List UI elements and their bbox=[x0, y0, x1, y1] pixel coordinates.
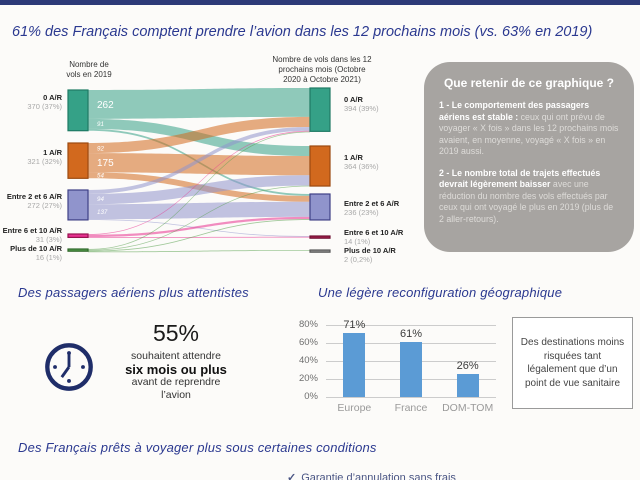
y-axis-tick: 0% bbox=[304, 391, 318, 402]
bar-chart: 80% 60% 40% 20% 0% 71% Europe 61% France 26% DOM-T… bbox=[290, 312, 505, 414]
sankey-node-right-2 bbox=[309, 193, 331, 221]
sankey-left-axis-title: Nombre de vols en 2019 bbox=[66, 60, 112, 79]
sankey-flow bbox=[88, 201, 310, 220]
sankey-node-left-0 bbox=[67, 89, 89, 132]
waiting-stat: 55% souhaitent attendre six mois ou plus… bbox=[96, 320, 256, 402]
bar-value-label: 61% bbox=[399, 328, 423, 341]
check-icon: ✓ bbox=[287, 472, 297, 480]
insight-title: Que retenir de ce graphique ? bbox=[443, 76, 615, 90]
sankey-diagram: 262 91 92 175 54 94 137 bbox=[67, 87, 331, 253]
bar-europe bbox=[343, 333, 366, 397]
sankey-right-axis-title: Nombre de vols dans les 12 prochains moi… bbox=[272, 55, 372, 84]
y-axis-tick: 20% bbox=[298, 373, 318, 384]
section-title-conditions: Des Français prêts à voyager plus sous c… bbox=[18, 440, 377, 455]
sankey-flow bbox=[88, 153, 310, 176]
sankey-left-label-0: 0 A/R 370 (37%) bbox=[27, 93, 62, 111]
insight-callout: Que retenir de ce graphique ? 1 - Le com… bbox=[424, 62, 634, 252]
sankey-node-left-3 bbox=[67, 233, 89, 239]
page-title: 61% des Français comptent prendre l’avio… bbox=[12, 24, 593, 40]
stat-55-percent: 55% bbox=[152, 320, 200, 346]
sankey-flow-label: 175 bbox=[97, 158, 114, 169]
y-axis-tick: 40% bbox=[298, 355, 318, 366]
sankey-flow bbox=[88, 175, 310, 205]
sankey-right-label-2: Entre 2 et 6 A/R 236 (23%) bbox=[344, 199, 400, 217]
gridline bbox=[326, 397, 496, 398]
bar-value-label: 26% bbox=[456, 359, 479, 372]
sankey-right-label-0: 0 A/R 394 (39%) bbox=[344, 95, 379, 113]
bar-category-label: DOM-TOM bbox=[442, 402, 494, 414]
sankey-left-label-3: Entre 6 et 10 A/R 31 (3%) bbox=[2, 226, 62, 244]
sankey-flow bbox=[88, 130, 310, 235]
section-title-geo: Une légère reconfiguration géographique bbox=[318, 285, 563, 300]
bar-category-label: Europe bbox=[337, 402, 372, 414]
y-axis-tick: 80% bbox=[298, 319, 318, 330]
sankey-node-left-4 bbox=[67, 248, 89, 252]
sankey-flow-label: 94 bbox=[97, 196, 104, 203]
sankey-right-label-3: Entre 6 et 10 A/R 14 (1%) bbox=[344, 228, 404, 246]
sankey-flow-label: 92 bbox=[97, 145, 104, 152]
bar-dom-tom bbox=[456, 373, 479, 397]
sankey-flow bbox=[88, 116, 310, 154]
sankey-flow-label: 54 bbox=[97, 173, 104, 180]
destinations-note: Des destinations moins risquées tant lég… bbox=[512, 317, 633, 409]
sankey-flow bbox=[88, 88, 310, 119]
insight-point-1: 1 - Le comportement des passagers aérien… bbox=[439, 100, 619, 156]
sankey-node-right-0 bbox=[309, 87, 331, 132]
bar-france bbox=[400, 342, 422, 397]
bar-value-label: 71% bbox=[343, 319, 366, 332]
sankey-flow bbox=[88, 185, 310, 251]
sankey-node-right-3 bbox=[309, 235, 331, 239]
y-axis-tick: 60% bbox=[298, 337, 318, 348]
bar-category-label: France bbox=[394, 402, 428, 414]
sankey-flow-label: 262 bbox=[97, 100, 114, 111]
sankey-right-label-4: Plus de 10 A/R 2 (0,2%) bbox=[344, 246, 396, 264]
sankey-flow bbox=[88, 131, 310, 250]
insight-point-2: 2 - Le nombre total de trajets effectués… bbox=[439, 167, 614, 224]
sankey-left-label-2: Entre 2 et 6 A/R 272 (27%) bbox=[6, 192, 62, 210]
sankey-node-right-1 bbox=[309, 145, 331, 187]
sankey-node-left-1 bbox=[67, 142, 89, 179]
sankey-node-left-2 bbox=[67, 189, 89, 221]
sankey-flow bbox=[88, 219, 310, 252]
sankey-left-label-1: 1 A/R 321 (32%) bbox=[27, 148, 62, 166]
sankey-flow bbox=[88, 216, 310, 237]
sankey-left-label-4: Plus de 10 A/R 16 (1%) bbox=[10, 244, 62, 262]
sankey-flow-label: 137 bbox=[97, 209, 108, 216]
sankey-flow bbox=[88, 236, 310, 238]
condition-item-partial: ✓ Garantie d’annulation sans frais bbox=[287, 471, 456, 480]
sankey-right-label-1: 1 A/R 364 (36%) bbox=[344, 153, 379, 171]
sankey-flow bbox=[88, 250, 310, 253]
top-accent-bar bbox=[0, 0, 640, 5]
gridline bbox=[326, 325, 496, 326]
clock-icon bbox=[45, 343, 93, 391]
section-title-attentistes: Des passagers aériens plus attentistes bbox=[18, 285, 249, 300]
sankey-node-right-4 bbox=[309, 249, 331, 253]
sankey-flow bbox=[88, 126, 310, 194]
sankey-flow-label: 91 bbox=[97, 121, 104, 128]
